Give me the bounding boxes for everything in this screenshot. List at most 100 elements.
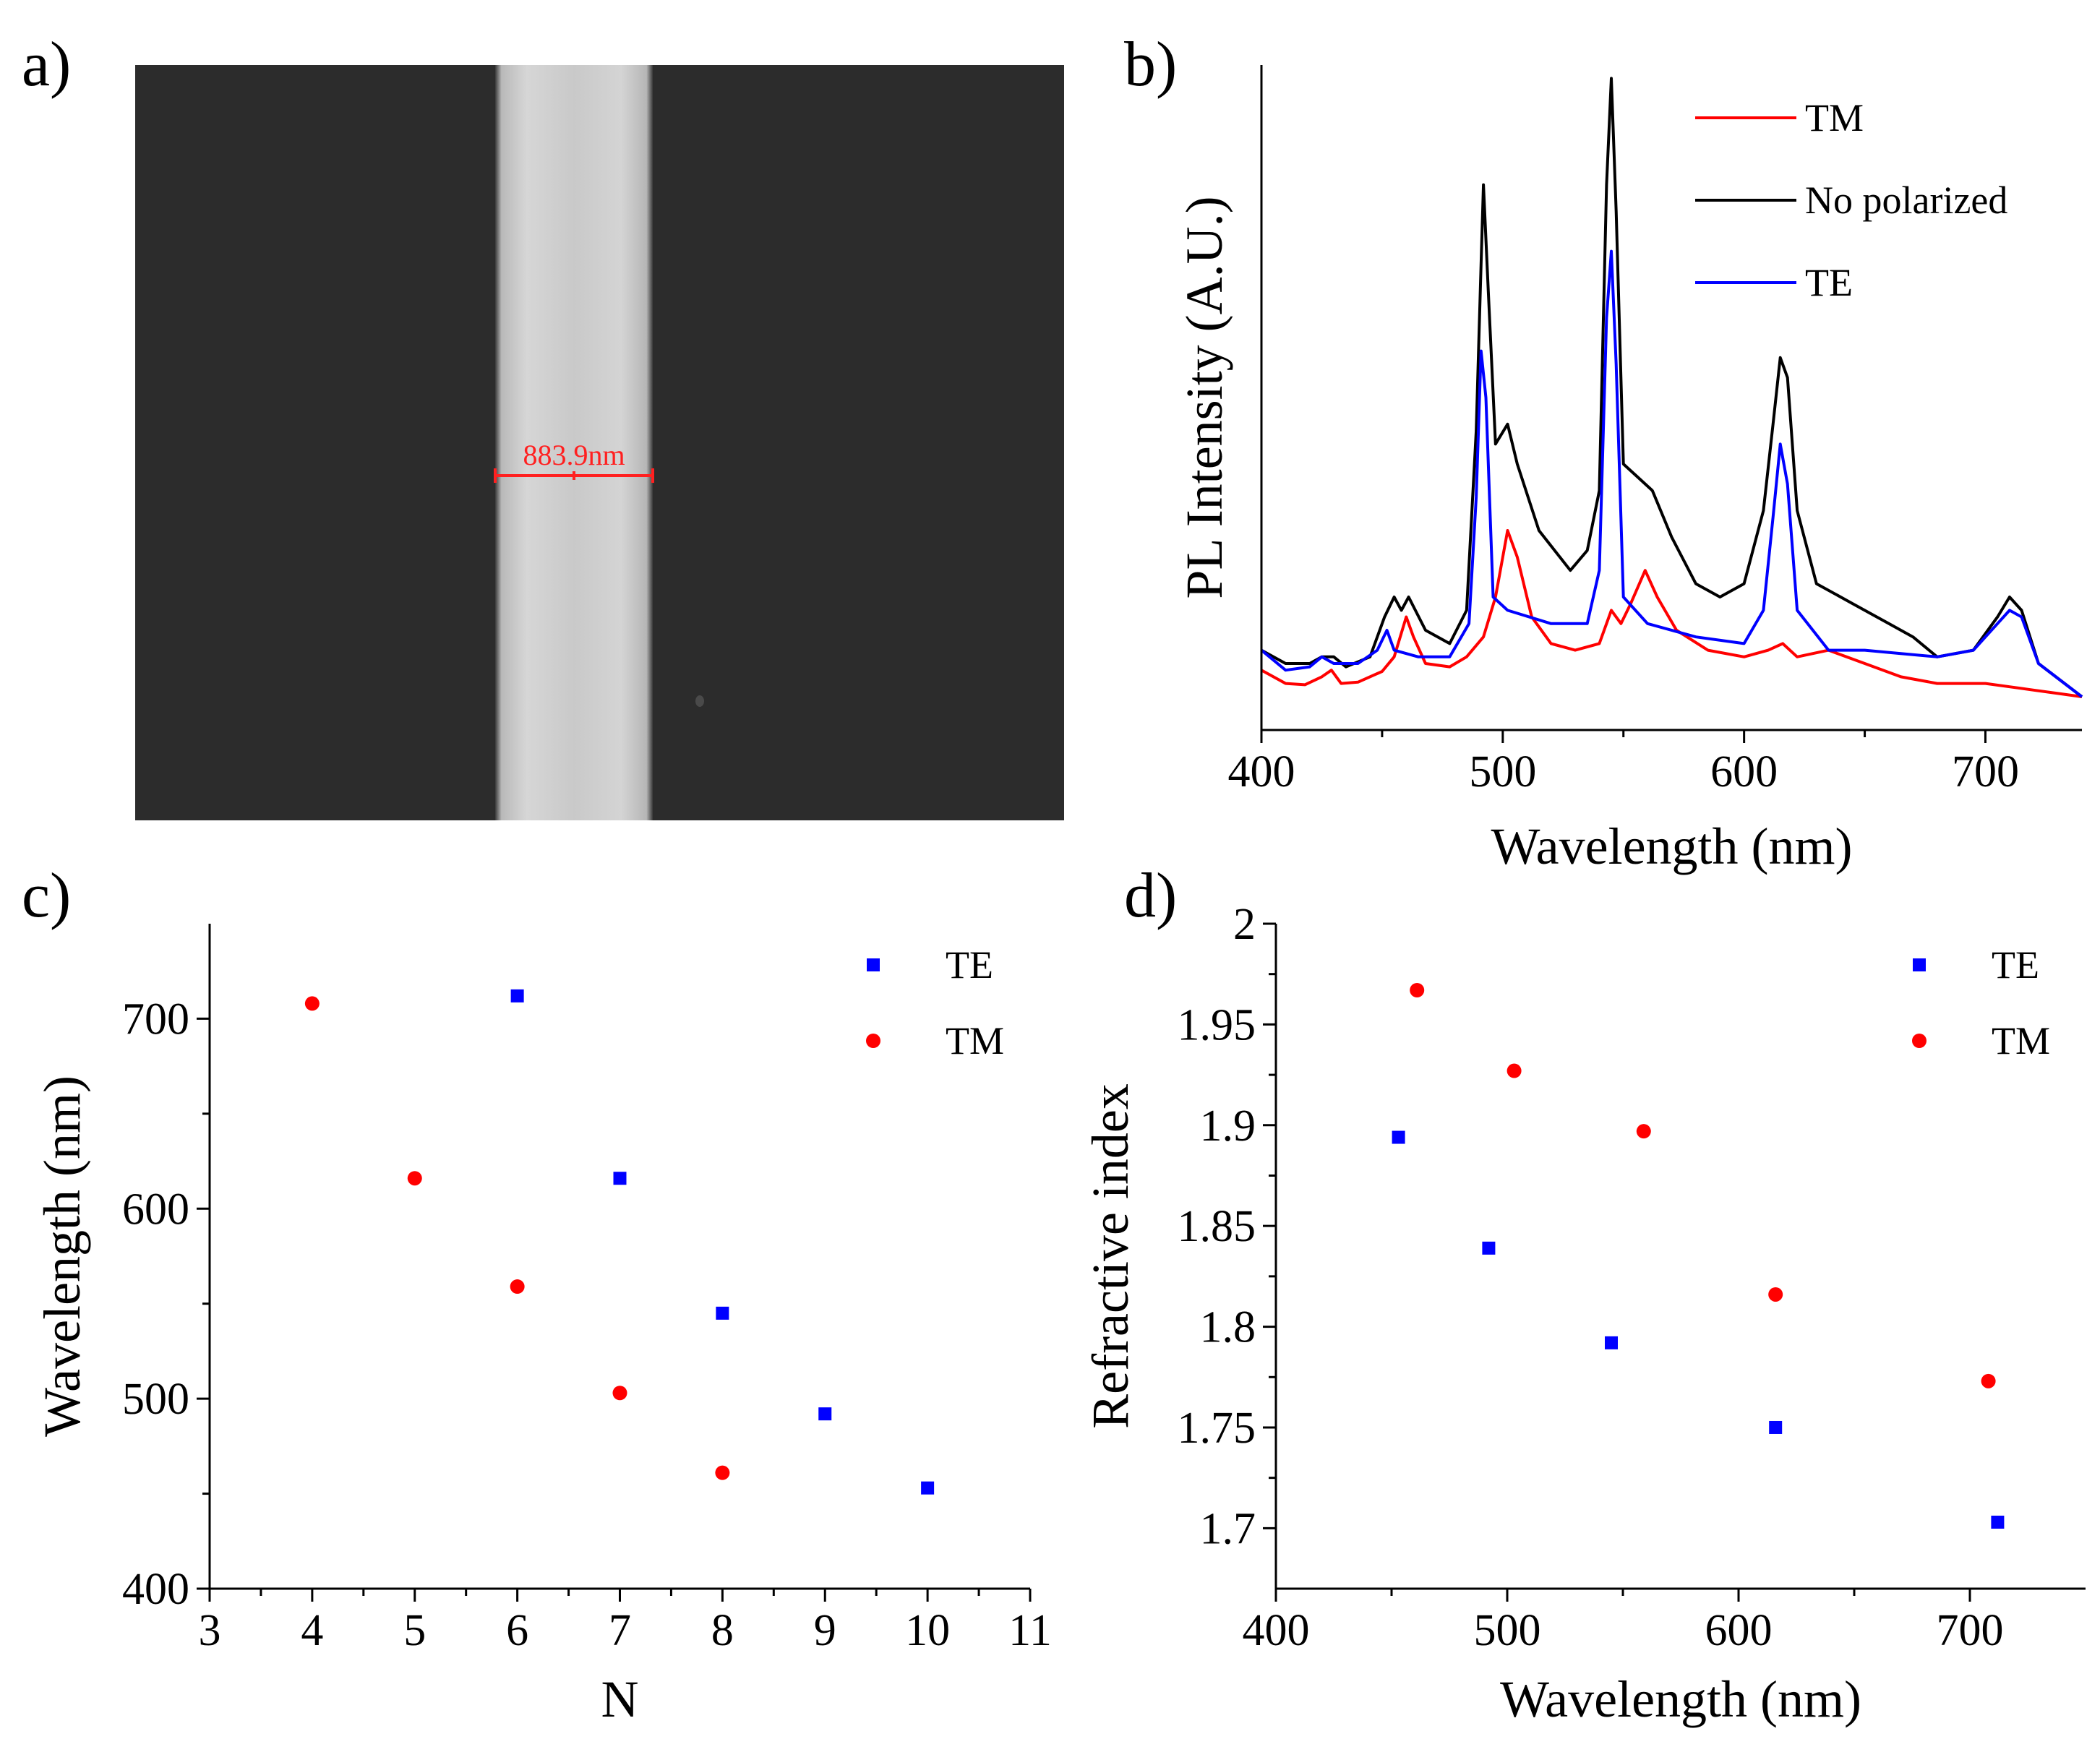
- legend-item: TE: [1695, 261, 1853, 304]
- data-point: [1981, 1373, 1996, 1388]
- scale-label: 883.9nm: [523, 439, 625, 471]
- y-tick-label: 1.85: [1178, 1202, 1256, 1251]
- panel-a-label: a): [22, 30, 71, 100]
- data-point: [1482, 1241, 1496, 1255]
- x-tick-label: 600: [1705, 1606, 1773, 1655]
- y-tick-label: 600: [122, 1185, 189, 1234]
- legend-item: TE: [1913, 943, 2039, 987]
- legend-item: TM: [1695, 96, 1864, 139]
- chart-b: 400 500 600 700 Wavelength (nm) PL Intensity …: [1175, 65, 2083, 875]
- x-tick-label: 500: [1474, 1606, 1541, 1655]
- y-axis-title: Wavelength (nm): [33, 1075, 91, 1437]
- data-point: [921, 1481, 935, 1495]
- data-point: [407, 1171, 422, 1186]
- x-tick-label: 8: [711, 1606, 734, 1655]
- legend-label: TM: [946, 1019, 1004, 1062]
- legend-swatch: [866, 1034, 880, 1048]
- data-point: [1636, 1124, 1651, 1139]
- x-tick-label: 9: [814, 1606, 836, 1655]
- data-point: [1768, 1287, 1783, 1302]
- x-tick-label: 3: [199, 1606, 221, 1655]
- legend-item: TM: [866, 1019, 1004, 1062]
- data-point: [715, 1465, 730, 1480]
- series-tm: [304, 996, 730, 1480]
- chart-c: 3 4 5 6 7 8 9 10 11 400 500 600 700 N Wavelength (nm) T…: [33, 924, 1052, 1728]
- legend-swatch: [1913, 958, 1926, 971]
- y-tick-label: 1.75: [1178, 1404, 1256, 1453]
- series-te: [1392, 1130, 2005, 1529]
- x-axis-title: Wavelength (nm): [1491, 817, 1852, 875]
- series-tm: [1410, 983, 1996, 1388]
- panel-b: b) 400 500 600 700 Wavelength (nm) PL Intensi…: [1124, 30, 2083, 875]
- legend-label: TE: [1805, 261, 1853, 304]
- legend-label: No polarized: [1805, 179, 2007, 222]
- panel-c: c) 3 4 5 6 7 8 9 10 11 400 500 600 700 N Wavelength (n…: [22, 861, 1052, 1728]
- y-tick-label: 1.8: [1200, 1303, 1256, 1352]
- legend: TE TM: [1912, 943, 2050, 1062]
- panel-b-label: b): [1124, 30, 1177, 100]
- y-tick-label: 400: [122, 1565, 189, 1614]
- legend-label: TM: [1805, 96, 1864, 139]
- data-point: [1991, 1516, 2005, 1529]
- panel-a: a) 883.9nm: [22, 30, 1064, 820]
- data-point: [1507, 1063, 1522, 1078]
- x-tick-label: 400: [1243, 1606, 1310, 1655]
- chart-d: 400 500 600 700 1.7 1.75 1.8 1.85 1.9 1.95 2 Wavele…: [1081, 900, 2086, 1728]
- legend-label: TE: [1992, 943, 2039, 987]
- y-tick-label: 1.95: [1178, 1000, 1256, 1049]
- x-tick-label: 5: [403, 1606, 426, 1655]
- y-axis-title: Refractive index: [1081, 1083, 1139, 1429]
- series-line: [1260, 249, 2083, 698]
- legend-label: TM: [1992, 1019, 2050, 1062]
- sem-speck: [695, 695, 704, 707]
- y-tick-label: 2: [1233, 900, 1256, 949]
- y-tick-label: 1.7: [1200, 1504, 1256, 1553]
- x-tick-label: 600: [1710, 747, 1778, 796]
- x-tick-label: 7: [609, 1606, 631, 1655]
- data-point: [612, 1386, 627, 1401]
- legend-label: TE: [946, 943, 993, 987]
- nanowire: [495, 65, 653, 820]
- legend-swatch: [1912, 1034, 1927, 1048]
- y-tick-label: 700: [122, 995, 189, 1044]
- data-point: [1769, 1420, 1783, 1434]
- series-line: [1261, 529, 2083, 698]
- data-point: [613, 1172, 627, 1185]
- x-tick-label: 700: [1937, 1606, 2004, 1655]
- data-point: [1410, 983, 1425, 997]
- data-point: [304, 996, 320, 1011]
- legend-item: TE: [867, 943, 993, 987]
- data-point: [818, 1407, 832, 1421]
- legend: TE TM: [866, 943, 1004, 1062]
- x-tick-label: 11: [1008, 1606, 1052, 1655]
- data-point: [1392, 1130, 1405, 1144]
- y-tick-label: 500: [122, 1375, 189, 1424]
- series-te: [1260, 249, 2083, 698]
- x-tick-label: 4: [301, 1606, 323, 1655]
- data-point: [510, 989, 524, 1002]
- scale-measurement: 883.9nm: [494, 439, 654, 483]
- x-tick-label: 700: [1952, 747, 2019, 796]
- x-tick-label: 500: [1469, 747, 1536, 796]
- x-tick-label: 400: [1228, 747, 1295, 796]
- data-point: [1605, 1336, 1618, 1349]
- series-te: [510, 989, 935, 1495]
- legend-item: No polarized: [1695, 179, 2007, 222]
- legend-item: TM: [1912, 1019, 2050, 1062]
- series-line: [1261, 77, 2083, 698]
- data-point: [510, 1279, 525, 1294]
- series-no-polarized: [1261, 77, 2083, 698]
- legend: TM No polarized TE: [1695, 96, 2007, 304]
- panel-c-label: c): [22, 861, 71, 931]
- series-tm: [1261, 529, 2083, 698]
- x-axis-title: Wavelength (nm): [1500, 1670, 1861, 1728]
- y-axis-title: PL Intensity (A.U.): [1175, 196, 1233, 598]
- x-tick-label: 10: [905, 1606, 950, 1655]
- data-point: [716, 1306, 729, 1320]
- panel-d-label: d): [1124, 861, 1177, 931]
- panel-d: d) 400 500 600 700 1.7 1.75 1.8 1.85 1.9 1.95 2 Wav…: [1081, 861, 2086, 1728]
- x-axis-title: N: [601, 1670, 639, 1728]
- x-tick-label: 6: [506, 1606, 528, 1655]
- y-tick-label: 1.9: [1200, 1102, 1256, 1151]
